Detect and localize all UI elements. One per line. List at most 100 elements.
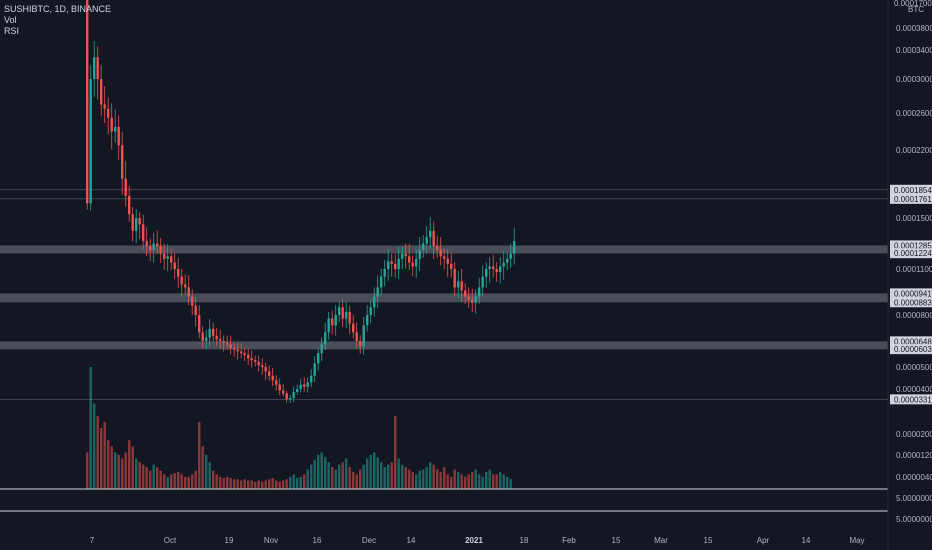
horizontal-levels: [0, 189, 888, 400]
candle-body: [89, 79, 92, 204]
volume-indicator-label[interactable]: Vol: [4, 15, 17, 25]
volume-bar: [215, 474, 218, 489]
volume-bar: [457, 471, 460, 489]
volume-bar: [439, 471, 442, 489]
candle-body: [341, 307, 344, 319]
zone-band[interactable]: [0, 293, 888, 303]
rsi-indicator-label[interactable]: RSI: [4, 26, 20, 36]
candle-body: [446, 258, 449, 264]
volume-bar: [324, 457, 327, 489]
time-tick-label: Mar: [654, 536, 668, 545]
volume-bar: [191, 474, 194, 489]
volume-bar: [187, 476, 190, 489]
candle-body: [264, 367, 267, 372]
volume-bar: [268, 479, 271, 489]
volume-bar: [467, 474, 470, 489]
volume-bars: [86, 367, 512, 489]
volume-bar: [390, 462, 393, 489]
sub-axis-label: 5.00000000: [896, 494, 932, 503]
candle-body: [471, 299, 474, 303]
candle-body: [159, 246, 162, 254]
volume-bar: [299, 476, 302, 489]
volume-bar: [236, 479, 239, 489]
time-tick-label: 14: [802, 536, 811, 545]
candle-body: [359, 341, 362, 347]
candle-body: [495, 269, 498, 273]
volume-bar: [110, 446, 113, 489]
candle-body: [114, 126, 117, 132]
volume-bar: [194, 470, 197, 489]
volume-bar: [495, 474, 498, 489]
candle-body: [313, 363, 316, 376]
candle-body: [198, 315, 201, 333]
level-label-box: [890, 336, 932, 347]
candle-body: [429, 230, 432, 238]
volume-bar: [285, 479, 288, 489]
volume-bar: [257, 480, 260, 489]
volume-bar: [345, 458, 348, 489]
volume-bar: [306, 469, 309, 489]
chart-legend: SUSHIBTC, 1D, BINANCE Vol RSI: [4, 4, 111, 37]
time-axis[interactable]: 7 Oct 19 Nov 16 Dec 14 2021 18 Feb 15 Mar 15 Apr 14 May: [90, 536, 865, 545]
candle-body: [299, 384, 302, 389]
volume-bar: [233, 479, 236, 489]
volume-bar: [446, 474, 449, 489]
candle-body: [478, 287, 481, 297]
candle-body: [289, 398, 292, 400]
volume-bar: [362, 464, 365, 489]
zone-band[interactable]: [0, 341, 888, 350]
volume-bar: [359, 469, 362, 489]
candle-body: [103, 104, 106, 109]
volume-bar: [373, 452, 376, 489]
volume-bar: [313, 459, 316, 489]
volume-bar: [275, 480, 278, 489]
candle-body: [345, 311, 348, 319]
volume-bar: [145, 467, 148, 489]
candle-body: [450, 263, 453, 269]
volume-bar: [432, 464, 435, 489]
candle-body: [320, 344, 323, 354]
volume-bar: [254, 481, 257, 489]
candle-body: [453, 269, 456, 288]
candle-body: [415, 258, 418, 267]
volume-bar: [180, 474, 183, 489]
time-tick-label: 2021: [465, 536, 483, 545]
volume-bar: [222, 478, 225, 489]
volume-bar: [450, 476, 453, 489]
candle-body: [303, 384, 306, 387]
volume-bar: [499, 471, 502, 489]
candle-body: [499, 266, 502, 273]
volume-bar: [135, 458, 138, 489]
time-tick-label: 19: [225, 536, 234, 545]
volume-bar: [289, 476, 292, 489]
volume-bar: [170, 474, 173, 489]
volume-bar: [292, 474, 295, 489]
candle-body: [156, 243, 159, 247]
level-label-box: [890, 297, 932, 308]
volume-bar: [261, 481, 264, 489]
volume-bar: [303, 474, 306, 489]
candle-body: [331, 318, 334, 326]
candle-body: [180, 276, 183, 285]
candle-body: [240, 351, 243, 354]
candle-body: [247, 354, 250, 359]
volume-bar: [485, 471, 488, 489]
candle-body: [376, 287, 379, 297]
time-tick-label: 15: [704, 536, 713, 545]
volume-bar: [338, 464, 341, 489]
volume-bar: [341, 462, 344, 489]
candle-body: [474, 296, 477, 303]
volume-bar: [460, 474, 463, 489]
time-tick-label: 15: [612, 536, 621, 545]
time-tick-label: 14: [407, 536, 416, 545]
candle-body: [383, 269, 386, 277]
symbol-title[interactable]: SUSHIBTC, 1D, BINANCE: [4, 4, 112, 14]
candle-body: [107, 108, 110, 118]
